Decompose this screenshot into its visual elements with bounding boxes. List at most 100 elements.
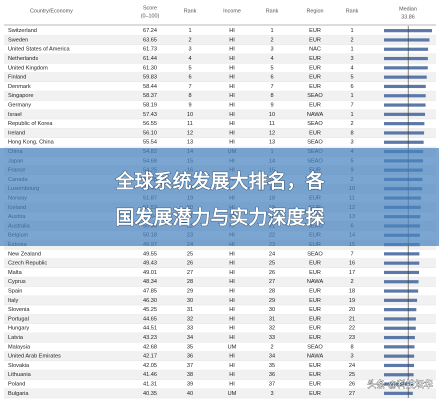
cell: 2 (350, 121, 353, 127)
cell: 23 (349, 335, 355, 341)
cell: 59.83 (143, 75, 157, 81)
row-shade (4, 351, 436, 361)
cell: 25 (349, 372, 355, 378)
cell: 16 (349, 261, 355, 267)
cell: 27 (349, 391, 355, 397)
country: Republic of Korea (8, 121, 53, 127)
cell: 61.44 (143, 56, 157, 62)
row-shade (4, 109, 436, 119)
cell: 36 (187, 354, 193, 360)
cell: 12 (187, 130, 193, 136)
cell: 13 (269, 140, 275, 146)
header: Median (399, 6, 417, 12)
cell: 42.17 (143, 354, 157, 360)
cell: HI (229, 28, 235, 34)
cell: EUR (309, 103, 321, 109)
country: Hungary (8, 326, 29, 332)
score-bar (384, 345, 415, 349)
row-shade (4, 295, 436, 305)
cell: 3 (350, 56, 353, 62)
row-shade (4, 128, 436, 138)
cell: HI (229, 270, 235, 276)
cell: 49.55 (143, 251, 157, 257)
cell: 37 (269, 382, 275, 388)
cell: HI (229, 251, 235, 257)
header: 33.86 (401, 14, 415, 20)
country: Hong Kong, China (8, 140, 55, 146)
cell: HI (229, 316, 235, 322)
cell: 4 (188, 56, 191, 62)
banner-band (0, 148, 439, 246)
cell: 17 (349, 270, 355, 276)
header: (0–100) (141, 13, 160, 19)
row-shade (4, 314, 436, 324)
cell: 1 (188, 28, 191, 34)
row-shade (4, 53, 436, 64)
cell: 4 (270, 56, 273, 62)
cell: EUR (309, 84, 321, 90)
cell: 3 (270, 47, 273, 53)
cell: 31 (187, 307, 193, 313)
cell: HI (229, 37, 235, 43)
score-bar (384, 112, 426, 116)
cell: 21 (349, 316, 355, 322)
cell: 22 (349, 326, 355, 332)
cell: 36 (269, 372, 275, 378)
cell: 4 (350, 65, 353, 71)
cell: SEAO (307, 140, 323, 146)
country: Malta (8, 270, 23, 276)
cell: EUR (309, 326, 321, 332)
score-bar (384, 354, 415, 358)
country: Bulgaria (8, 391, 29, 397)
cell: 7 (350, 251, 353, 257)
cell: 49.01 (143, 270, 157, 276)
cell: 45.25 (143, 307, 157, 313)
cell: HI (229, 382, 235, 388)
cell: 41.31 (143, 382, 157, 388)
cell: EUR (309, 37, 321, 43)
row-shade (4, 91, 436, 101)
country: Poland (8, 382, 25, 388)
cell: 29 (187, 289, 193, 295)
cell: HI (229, 307, 235, 313)
cell: 34 (187, 335, 193, 341)
cell: EUR (309, 335, 321, 341)
cell: 1 (350, 112, 353, 118)
cell: 7 (350, 103, 353, 109)
cell: NAC (309, 47, 321, 53)
cell: 44.65 (143, 316, 157, 322)
cell: HI (229, 298, 235, 304)
cell: HI (229, 289, 235, 295)
score-bar (384, 270, 420, 275)
cell: 3 (188, 47, 191, 53)
country: Lithuania (8, 372, 32, 378)
cell: 31 (269, 316, 275, 322)
cell: 6 (270, 75, 273, 81)
country: Ireland (8, 130, 25, 136)
cell: EUR (309, 372, 321, 378)
cell: 47.85 (143, 289, 157, 295)
score-bar (384, 122, 425, 126)
cell: 42.05 (143, 363, 157, 369)
score-bar (384, 94, 426, 98)
cell: 63.65 (143, 37, 157, 43)
country: Portugal (8, 316, 29, 322)
cell: 33 (187, 326, 193, 332)
score-bar (384, 84, 426, 89)
cell: 43.23 (143, 335, 157, 341)
cell: 5 (188, 65, 191, 71)
country: United Arab Emirates (8, 354, 61, 360)
cell: 1 (350, 28, 353, 34)
cell: EUR (309, 363, 321, 369)
score-bar (384, 261, 420, 265)
score-bar (384, 75, 427, 79)
cell: NAWA (307, 279, 324, 285)
score-bar (384, 280, 419, 284)
cell: 11 (187, 121, 193, 127)
country: Denmark (8, 84, 31, 90)
cell: HI (229, 121, 235, 127)
cell: HI (229, 103, 235, 109)
cell: 28 (269, 289, 275, 295)
score-bar (384, 317, 416, 321)
cell: 24 (349, 363, 355, 369)
